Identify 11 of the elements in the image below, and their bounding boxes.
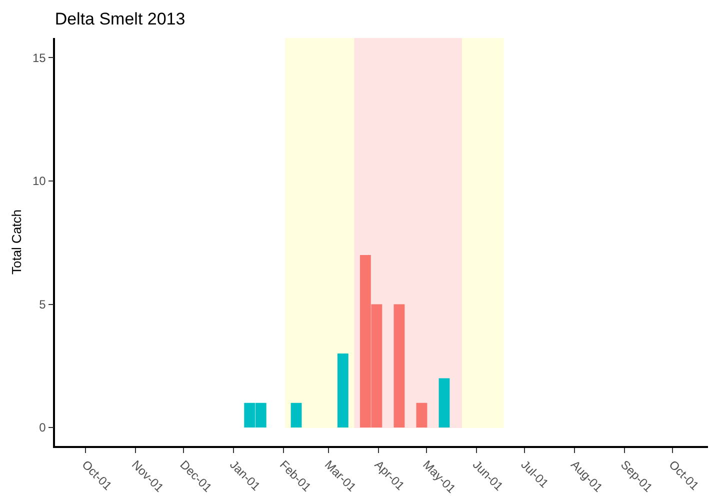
bar bbox=[337, 354, 348, 428]
y-tick-label: 5 bbox=[39, 297, 46, 312]
y-tick-label: 10 bbox=[32, 174, 46, 188]
chart-title: Delta Smelt 2013 bbox=[54, 9, 186, 28]
y-axis-title: Total Catch bbox=[8, 209, 24, 275]
bar bbox=[438, 378, 450, 428]
bar bbox=[290, 402, 302, 428]
bar bbox=[394, 304, 405, 428]
y-tick-label: 0 bbox=[39, 420, 46, 435]
y-tick-label: 15 bbox=[32, 50, 46, 65]
bar bbox=[416, 402, 428, 428]
